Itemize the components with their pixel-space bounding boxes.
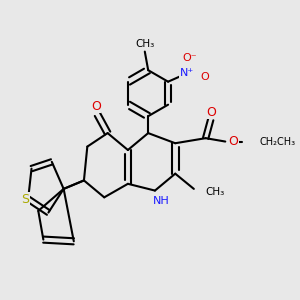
Text: CH₂CH₃: CH₂CH₃ [259, 136, 295, 146]
Text: O: O [229, 135, 238, 148]
Text: S: S [21, 193, 29, 206]
Text: CH₃: CH₃ [206, 187, 225, 197]
Text: N⁺: N⁺ [180, 68, 194, 78]
Text: O⁻: O⁻ [183, 53, 197, 63]
Text: O: O [200, 72, 209, 82]
Text: CH₃: CH₃ [135, 39, 154, 49]
Text: O: O [206, 106, 216, 118]
Text: O: O [91, 100, 101, 112]
Text: NH: NH [153, 196, 170, 206]
